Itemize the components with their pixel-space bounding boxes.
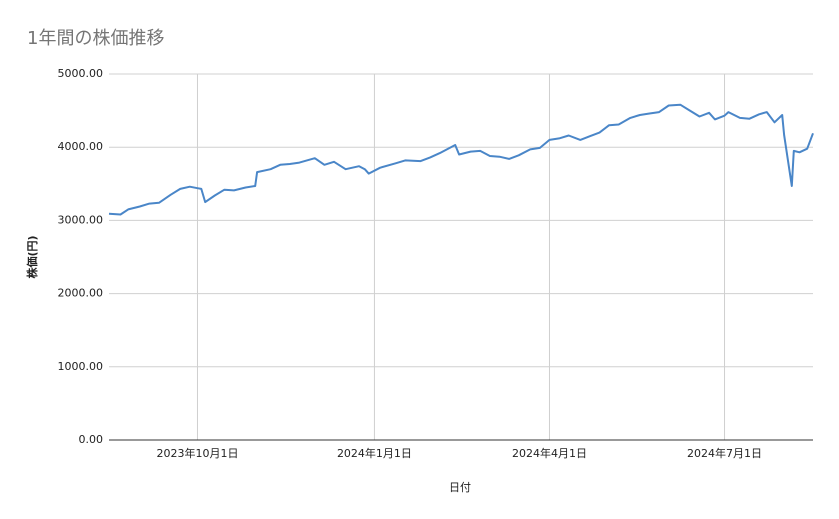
y-tick-label: 2000.00 <box>58 287 104 300</box>
x-axis-label: 日付 <box>449 481 471 494</box>
y-tick-label: 5000.00 <box>58 67 104 80</box>
x-tick-label: 2024年4月1日 <box>512 446 587 460</box>
y-tick-label: 0.00 <box>79 433 104 446</box>
y-tick-label: 1000.00 <box>58 360 104 373</box>
y-tick-label: 4000.00 <box>58 140 104 153</box>
data-line <box>108 103 814 216</box>
y-axis-label: 株価(円) <box>25 235 39 278</box>
y-tick-label: 3000.00 <box>58 213 104 226</box>
x-tick-label: 2023年10月1日 <box>156 446 238 460</box>
x-tick-label: 2024年7月1日 <box>687 446 762 460</box>
x-tick-label: 2024年1月1日 <box>337 446 412 460</box>
chart-title: 1年間の株価推移 <box>27 28 164 49</box>
